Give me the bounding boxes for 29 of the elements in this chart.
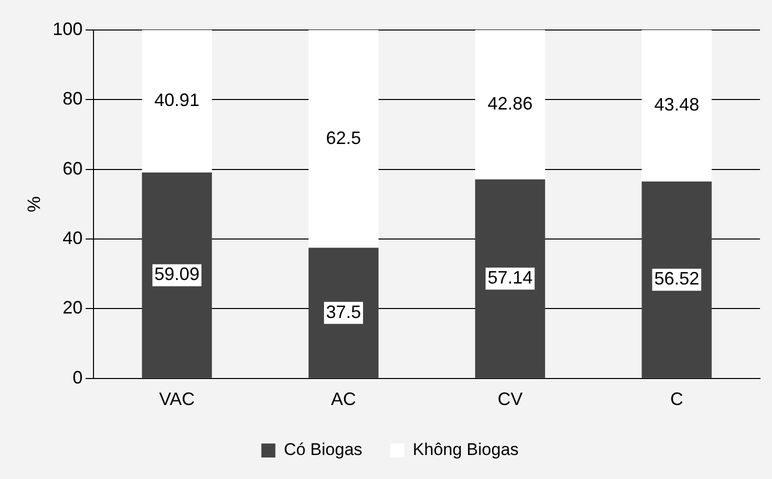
data-label: 42.86 <box>488 94 533 114</box>
y-tick-label: 0 <box>72 367 83 388</box>
legend-label: Có Biogas <box>284 440 362 460</box>
bar <box>642 30 712 182</box>
bar <box>308 248 379 378</box>
y-tick-label: 80 <box>62 88 83 109</box>
data-label: 56.52 <box>654 268 700 289</box>
bar <box>475 179 546 378</box>
bar <box>475 30 546 180</box>
y-tick-label: 60 <box>62 158 83 178</box>
y-tick-label: 100 <box>52 18 83 39</box>
x-tick-label: CV <box>498 389 523 410</box>
bar <box>308 30 379 248</box>
bar <box>142 172 212 378</box>
data-label: 62.5 <box>326 128 362 148</box>
y-tick-label: 20 <box>62 298 83 318</box>
x-tick-label: C <box>670 389 684 410</box>
data-label: 40.91 <box>154 90 200 110</box>
data-label: 43.48 <box>654 94 700 115</box>
y-axis-title: % <box>24 196 44 212</box>
data-label: 57.14 <box>488 268 533 288</box>
y-tick-label: 40 <box>62 228 83 248</box>
data-label: 37.5 <box>326 302 362 322</box>
bar <box>142 30 212 173</box>
x-tick-label: AC <box>331 389 356 410</box>
legend-label: Không Biogas <box>412 440 519 460</box>
bar <box>642 181 712 378</box>
data-label: 59.09 <box>154 264 200 284</box>
x-tick-label: VAC <box>159 389 195 410</box>
